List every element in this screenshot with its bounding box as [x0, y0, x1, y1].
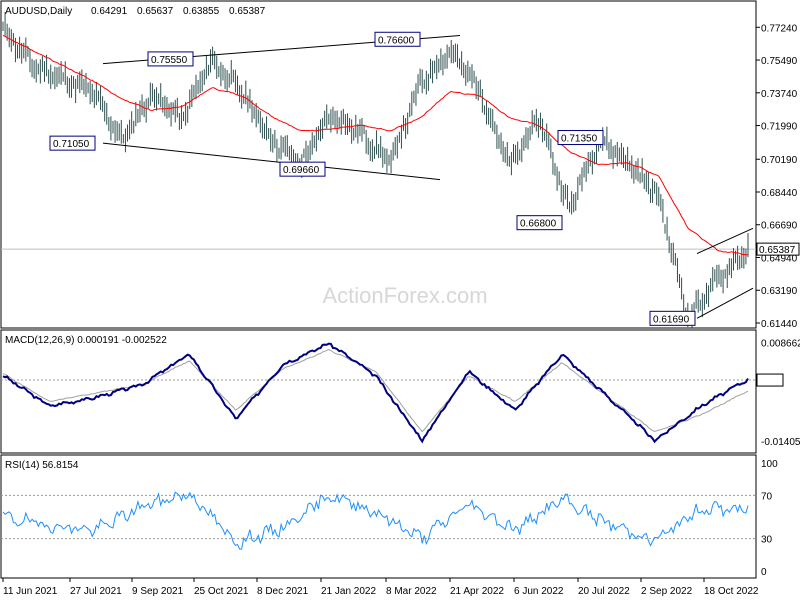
rsi-tick-label: 100 [761, 459, 778, 470]
macd-axis: 0.0086620.00-0.014055 [756, 339, 800, 448]
rsi-tick-label: 70 [761, 491, 773, 502]
x-tick-label: 20 Jul 2022 [578, 586, 630, 597]
rsi-series [2, 491, 749, 550]
x-tick-label: 9 Sep 2021 [132, 586, 184, 597]
trendline [696, 287, 754, 319]
ohlc-high: 0.65637 [137, 6, 174, 17]
rsi-panel [0, 454, 757, 579]
price-panel [0, 0, 757, 329]
macd-label: MACD(12,26,9) 0.000191 -0.002522 [5, 335, 167, 346]
rsi-tick-label: 0 [761, 567, 767, 578]
rsi-tick-label: 30 [761, 535, 773, 546]
signal-line [2, 348, 749, 433]
rsi-line [2, 491, 749, 550]
price-tick-label: 0.71990 [761, 122, 798, 133]
price-tick-label: 0.66690 [761, 221, 798, 232]
price-annotation-label: 0.71350 [561, 134, 598, 145]
macd-line [2, 342, 749, 444]
macd-panel [0, 329, 757, 454]
macd-tick-label: -0.014055 [761, 437, 800, 448]
price-tick-label: 0.75490 [761, 56, 798, 67]
current-price-box [756, 242, 800, 256]
price-tick-label: 0.63190 [761, 286, 798, 297]
price-annotation-box [279, 161, 326, 177]
x-tick-label: 18 Oct 2022 [704, 586, 759, 597]
price-tick-label: 0.77240 [761, 23, 798, 34]
price-tick-label: 0.68440 [761, 188, 798, 199]
price-annotation-box [49, 135, 96, 151]
price-tick-label: 0.64940 [761, 253, 798, 264]
price-tick-label: 0.61440 [761, 319, 798, 330]
trendline [696, 227, 754, 255]
x-tick-label: 8 Mar 2022 [386, 586, 437, 597]
rsi-axis: 100 70 30 0 [761, 459, 778, 578]
current-price-label: 0.65387 [759, 245, 796, 256]
price-tick-label: 0.70190 [761, 155, 798, 166]
x-tick-label: 11 Jun 2021 [3, 586, 58, 597]
price-annotation-box [516, 215, 563, 231]
price-annotation-box [557, 130, 604, 146]
price-tick-label: 0.73740 [761, 89, 798, 100]
ohlc-close: 0.65387 [229, 6, 266, 17]
symbol-label: AUDUSD,Daily [5, 6, 72, 17]
price-annotation-label: 0.66800 [520, 219, 557, 230]
price-annotation-box [649, 310, 696, 326]
x-axis: 11 Jun 2021 27 Jul 2021 9 Sep 2021 25 Oct 2… [2, 578, 759, 597]
x-tick-label: 21 Apr 2022 [450, 586, 504, 597]
price-annotation-label: 0.76600 [378, 35, 415, 46]
x-tick-label: 2 Sep 2022 [641, 586, 693, 597]
x-tick-label: 25 Oct 2021 [194, 586, 249, 597]
macd-series [2, 342, 749, 444]
price-series [2, 12, 749, 328]
x-tick-label: 6 Jun 2022 [514, 586, 564, 597]
price-axis: 0.77240 0.75490 0.73740 0.71990 0.70190 0.684… [756, 23, 800, 330]
moving-average-line [2, 35, 749, 256]
rsi-label: RSI(14) 56.8154 [5, 460, 79, 471]
price-annotation-label: 0.75550 [151, 55, 188, 66]
moving-average [2, 35, 749, 256]
ohlc-open: 0.64291 [91, 6, 128, 17]
macd-current-box [756, 373, 784, 387]
price-annotation-label: 0.61690 [653, 314, 690, 325]
x-tick-label: 21 Jan 2022 [321, 586, 376, 597]
price-annotation-box [374, 31, 421, 47]
price-annotation-label: 0.69660 [283, 165, 320, 176]
trendline [102, 142, 441, 181]
macd-tick-label: 0.008662 [761, 339, 800, 350]
price-annotation-label: 0.71050 [53, 139, 90, 150]
watermark: ActionForex.com [322, 283, 487, 308]
price-annotations: 0.71050 0.75550 0.76600 0.69660 0.71350 0.668… [49, 31, 696, 326]
x-tick-label: 27 Jul 2021 [70, 586, 122, 597]
x-tick-label: 8 Dec 2021 [257, 586, 309, 597]
ohlc-low: 0.63855 [183, 6, 220, 17]
price-annotation-box [147, 51, 194, 67]
